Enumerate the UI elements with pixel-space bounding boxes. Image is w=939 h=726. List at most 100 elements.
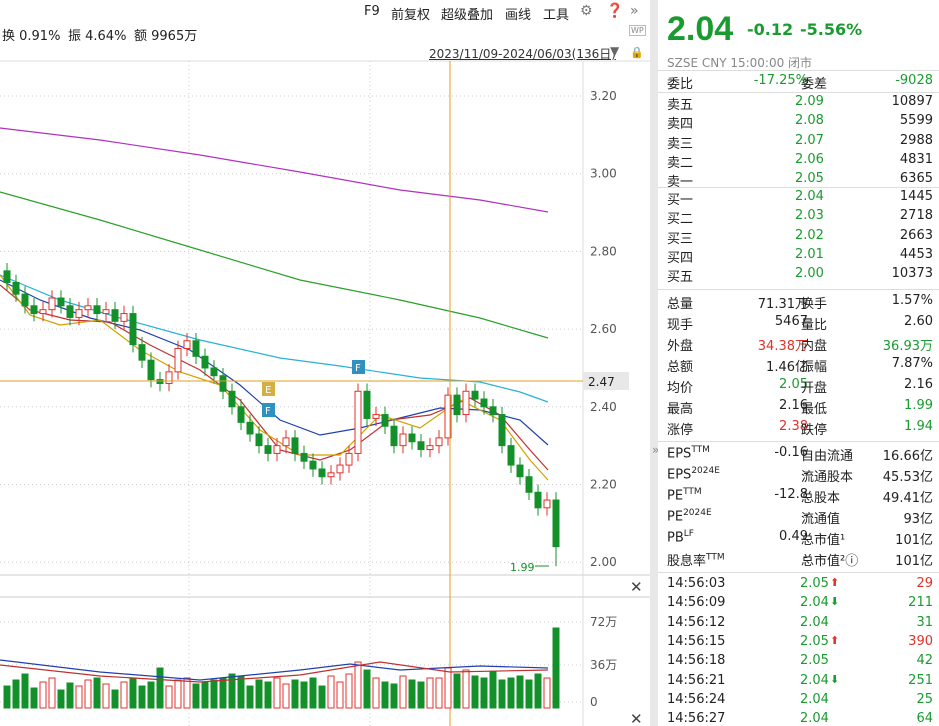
fundamental-label: 总股本 [801, 491, 841, 506]
candle-body [282, 437, 290, 447]
f9-button[interactable]: F9 [364, 4, 380, 19]
fundamental-value: 101亿 [895, 554, 933, 569]
close-main-chart-icon[interactable]: ✕ [630, 578, 643, 596]
lock-icon[interactable]: 🔒 [630, 46, 644, 59]
candle-body [525, 476, 533, 493]
fundamental-value: -12.8 [774, 487, 808, 502]
candle-body [264, 445, 272, 454]
candle-body [57, 297, 65, 307]
order-book-row[interactable]: 买二 2.03 2718 [667, 208, 933, 227]
stat-value: 34.38万 [757, 339, 808, 354]
draw-line-button[interactable]: 画线 [505, 8, 532, 23]
event-marker [262, 382, 275, 396]
tick-time: 14:56:18 [667, 653, 726, 669]
order-book-row[interactable]: 买一 2.04 1445 [667, 189, 933, 208]
tick-row[interactable]: 14:56:27 2.04 64 [667, 711, 933, 726]
gear-icon[interactable]: ⚙ [580, 3, 593, 19]
candle-body [84, 305, 92, 311]
price-tick-label: 2.60 [590, 322, 617, 336]
tick-volume: 31 [916, 614, 933, 630]
volume-bar [543, 677, 551, 709]
volume-bar [147, 681, 155, 709]
tick-row[interactable]: 14:56:24 2.04 25 [667, 692, 933, 711]
level-label: 卖一 [667, 175, 694, 191]
volume-bar [363, 669, 371, 709]
candle-body [453, 394, 461, 416]
fundamental-value: 49.41亿 [882, 491, 933, 506]
candle-body [255, 433, 263, 447]
event-marker-label: F [265, 406, 271, 417]
fundamental-value: 101亿 [895, 533, 933, 548]
help-icon[interactable]: ❓ [606, 3, 624, 19]
tick-price: 2.04 [800, 672, 829, 688]
candle-body [354, 390, 362, 454]
fundamental-value: 45.53亿 [882, 470, 933, 485]
candle-body [426, 445, 434, 451]
level-label: 买三 [667, 231, 694, 247]
fundamental-label: 总市值²ⓘ [801, 554, 859, 569]
price-tick-label: 3.00 [590, 167, 617, 181]
stat-label: 开盘 [801, 381, 828, 396]
tools-button[interactable]: 工具 [543, 8, 570, 23]
date-range[interactable]: 2023/11/09-2024/06/03(136日) [429, 47, 616, 61]
expand-icon[interactable]: » [630, 3, 639, 19]
candle-body [147, 359, 155, 381]
volume-bar [12, 679, 20, 709]
order-book-row[interactable]: 买三 2.02 2663 [667, 228, 933, 247]
crosshair-label: 2.47 [588, 375, 615, 389]
candle-body [39, 309, 47, 315]
tick-row[interactable]: 14:56:18 2.05 42 [667, 653, 933, 672]
tick-time: 14:56:03 [667, 576, 726, 591]
stat-label: 涨停 [667, 423, 694, 438]
order-book-row[interactable]: 卖二 2.06 4831 [667, 152, 933, 171]
order-book-row[interactable]: 买五 2.00 10373 [667, 266, 933, 285]
tick-time: 14:56:12 [667, 614, 726, 630]
divider [658, 70, 939, 71]
volume-bar [21, 673, 29, 709]
stat-row: 均价 2.05 开盘 2.16 [667, 377, 933, 396]
level-volume: 4831 [899, 151, 933, 167]
panel-divider[interactable] [650, 0, 658, 726]
order-book-row[interactable]: 买四 2.01 4453 [667, 247, 933, 266]
close-volume-chart-icon[interactable]: ✕ [630, 710, 643, 726]
order-book-row[interactable]: 卖一 2.05 6365 [667, 171, 933, 190]
candle-body [327, 472, 335, 478]
fundamental-label: PETTM [667, 487, 702, 503]
event-marker-label: E [265, 385, 271, 396]
candle-body [237, 406, 245, 423]
candle-body [228, 390, 236, 408]
tick-volume: 390 [908, 633, 933, 649]
tick-row[interactable]: 14:56:15 2.05 ⬆ 390 [667, 634, 933, 653]
price-change: -0.12 [747, 20, 794, 39]
overlay-button[interactable]: 超级叠加 [441, 8, 494, 23]
level-label: 买四 [667, 250, 694, 266]
candle-body [102, 309, 110, 315]
stat-label: 外盘 [667, 339, 694, 354]
order-book-row[interactable]: 卖四 2.08 5599 [667, 113, 933, 132]
order-book-row[interactable]: 卖三 2.07 2988 [667, 133, 933, 152]
adjust-button[interactable]: 前复权 [391, 8, 431, 23]
wp-icon[interactable]: WP [629, 25, 646, 36]
order-book-row[interactable]: 卖五 2.09 10897 [667, 94, 933, 113]
collapse-icon[interactable]: » [652, 443, 660, 457]
divider [658, 92, 939, 93]
event-marker [352, 360, 365, 374]
chart-panel[interactable]: F9 前复权 超级叠加 画线 工具 ⚙ ❓ » 换 0.91% 振 4.64% … [0, 0, 650, 726]
candle-body [435, 437, 443, 447]
tick-row[interactable]: 14:56:09 2.04 ⬇ 211 [667, 595, 933, 614]
candle-body [183, 340, 191, 350]
level-price: 2.04 [795, 189, 824, 204]
tick-row[interactable]: 14:56:21 2.04 ⬇ 251 [667, 673, 933, 692]
volume-bar [57, 689, 65, 709]
candle-body [246, 421, 254, 435]
candlestick-chart[interactable]: 3.203.002.802.602.402.202.002.47EFF1.997… [0, 0, 650, 726]
volume-ma-line [0, 661, 549, 683]
volume-bar [237, 675, 245, 709]
fundamental-value: 16.66亿 [882, 449, 933, 464]
tick-price: 2.04 [800, 614, 829, 630]
candle-body [300, 452, 308, 462]
tick-row[interactable]: 14:56:03 2.05 ⬆ 29 [667, 576, 933, 595]
stat-value: 1.94 [904, 419, 933, 434]
dropdown-icon[interactable]: ▼ [610, 44, 620, 58]
tick-row[interactable]: 14:56:12 2.04 31 [667, 615, 933, 634]
